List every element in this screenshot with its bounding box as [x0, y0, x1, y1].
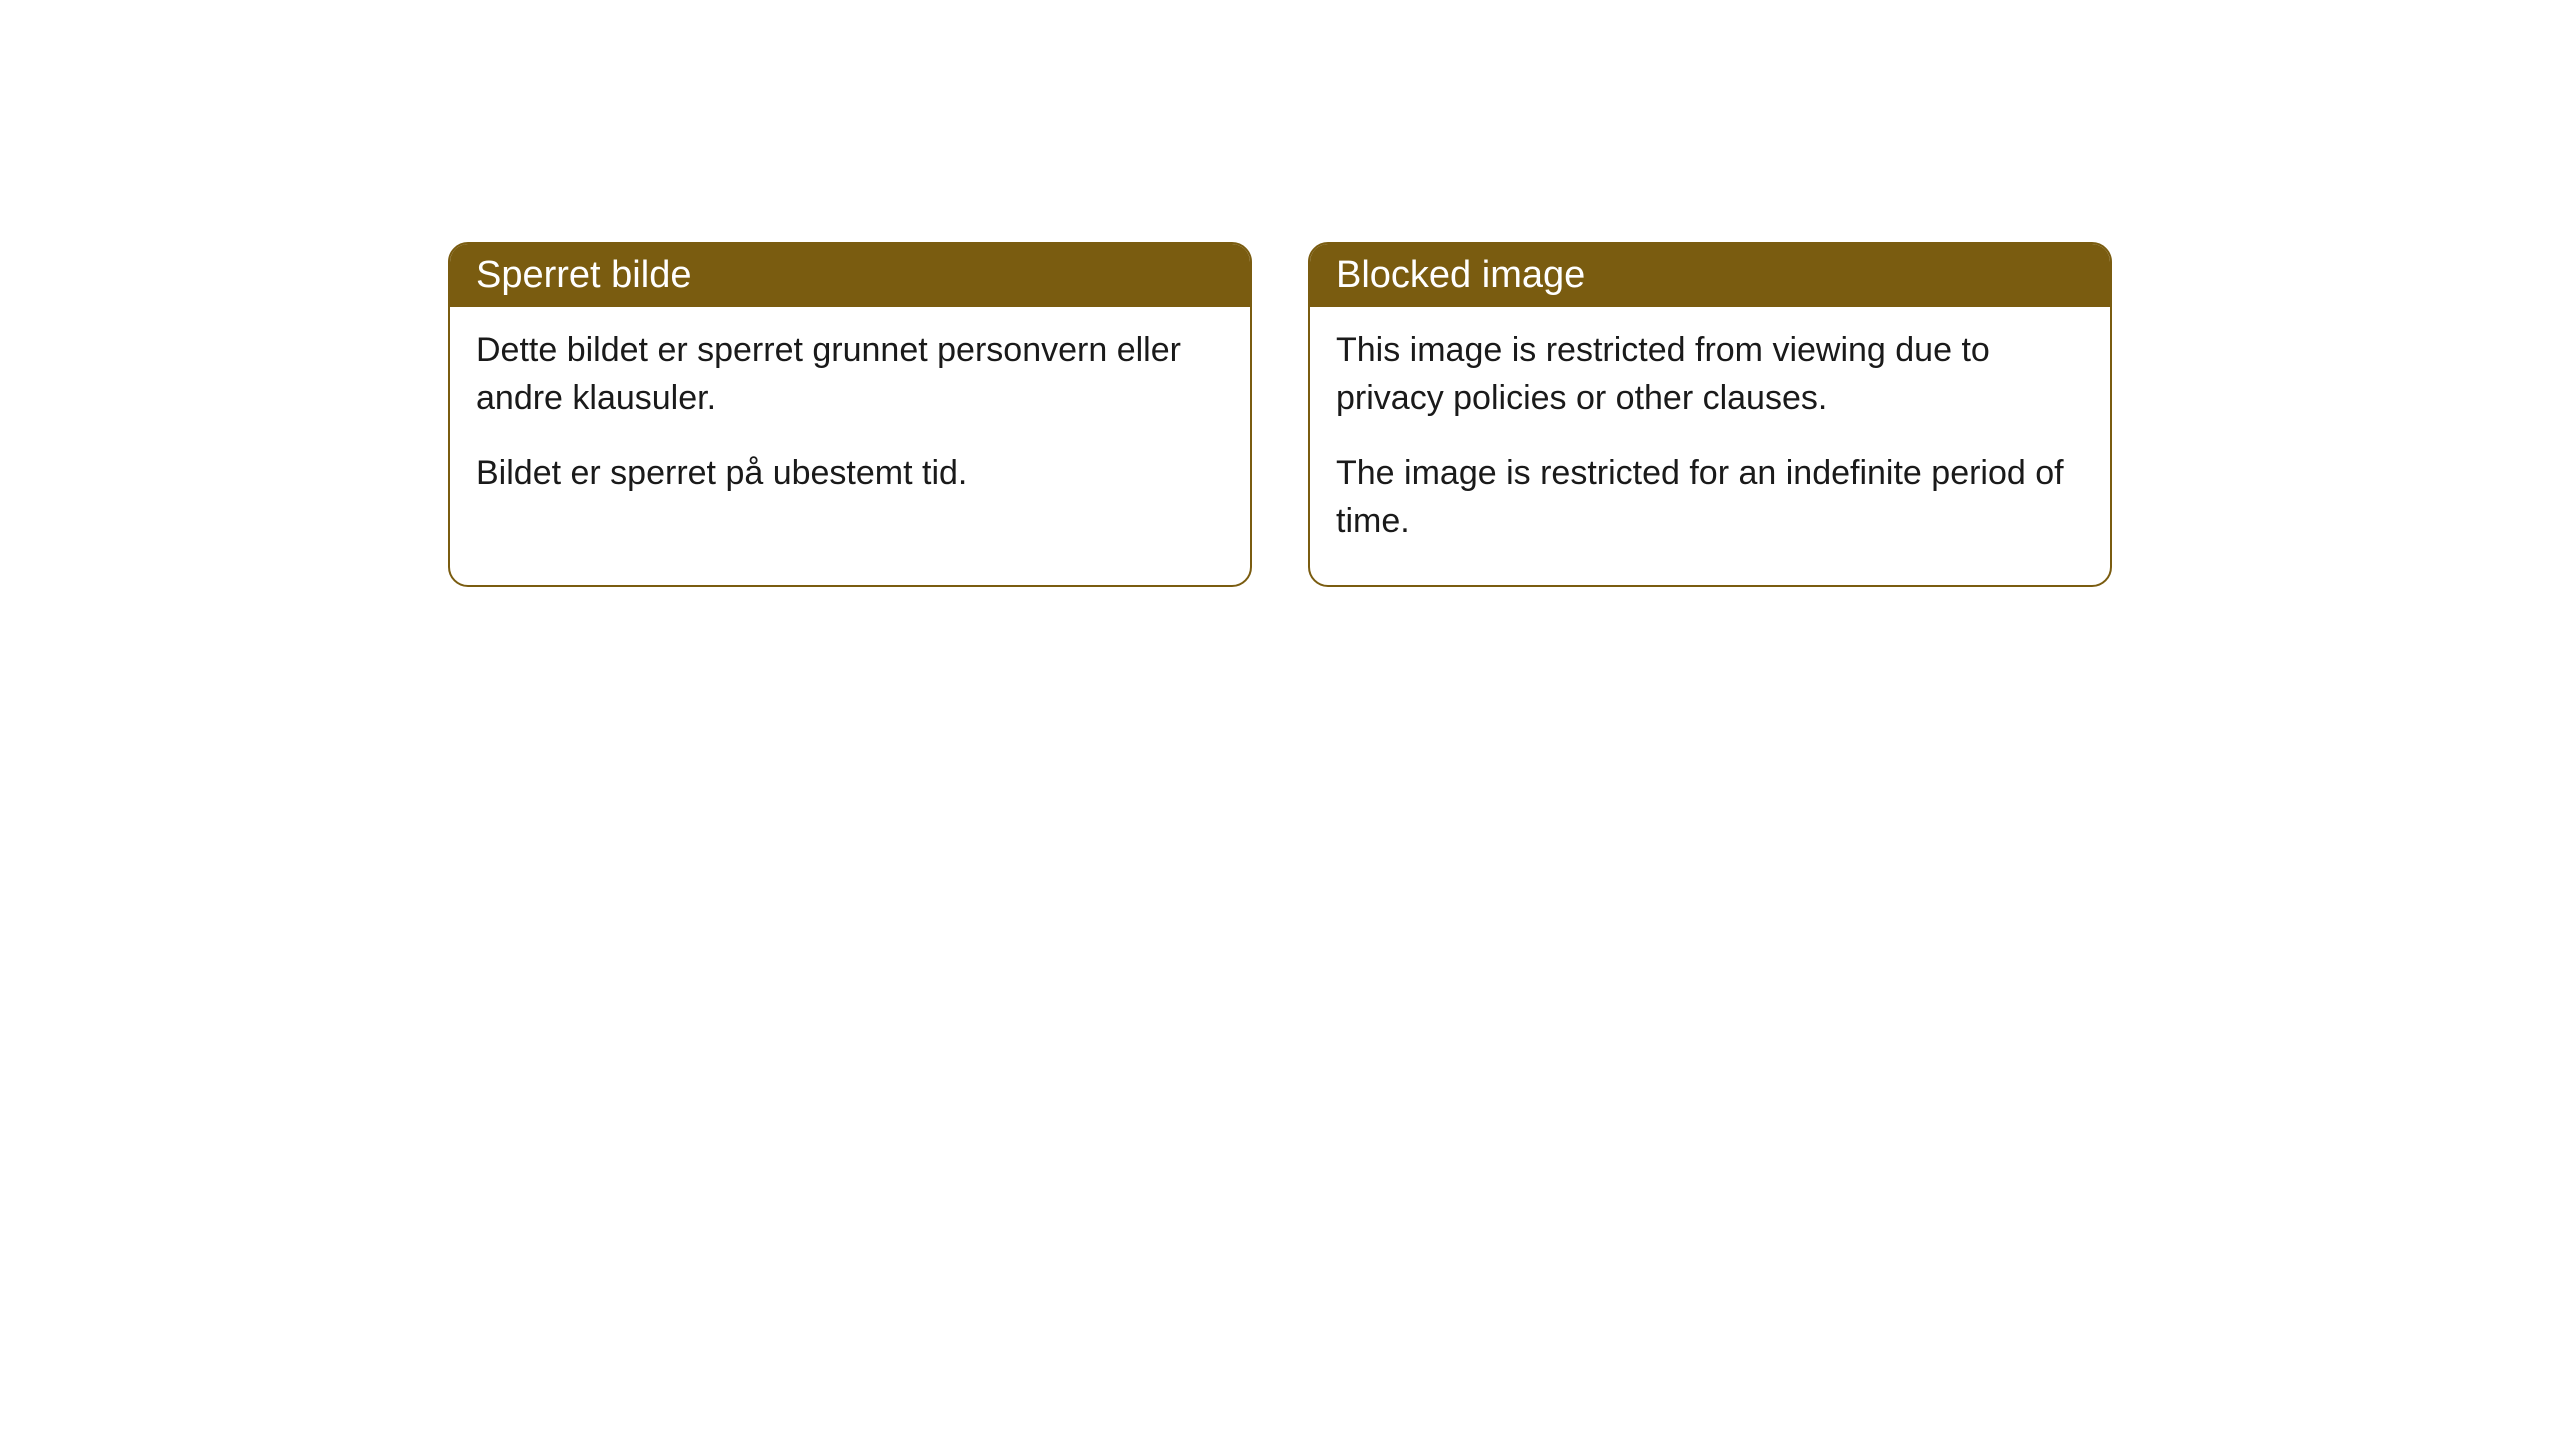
- card-title-en: Blocked image: [1336, 254, 1585, 296]
- card-text-en-1: This image is restricted from viewing du…: [1336, 327, 2084, 422]
- card-body-no: Dette bildet er sperret grunnet personve…: [450, 307, 1250, 538]
- card-text-en-2: The image is restricted for an indefinit…: [1336, 450, 2084, 545]
- card-title-no: Sperret bilde: [476, 254, 691, 296]
- card-container: Sperret bilde Dette bildet er sperret gr…: [448, 242, 2112, 587]
- blocked-image-card-no: Sperret bilde Dette bildet er sperret gr…: [448, 242, 1252, 587]
- card-header-en: Blocked image: [1310, 244, 2110, 307]
- card-text-no-1: Dette bildet er sperret grunnet personve…: [476, 327, 1224, 422]
- card-header-no: Sperret bilde: [450, 244, 1250, 307]
- blocked-image-card-en: Blocked image This image is restricted f…: [1308, 242, 2112, 587]
- card-body-en: This image is restricted from viewing du…: [1310, 307, 2110, 585]
- card-text-no-2: Bildet er sperret på ubestemt tid.: [476, 450, 1224, 498]
